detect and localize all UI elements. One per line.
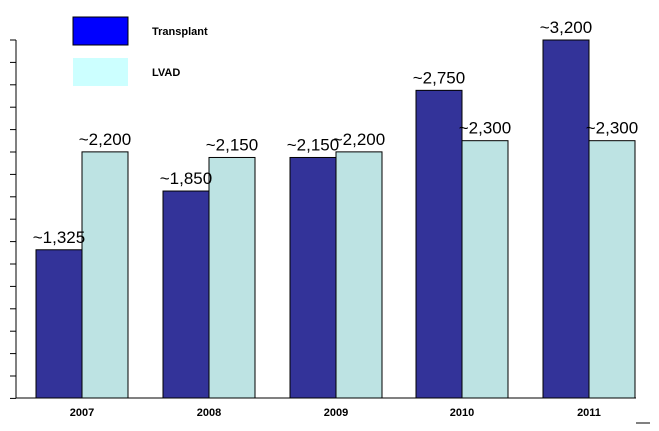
bar-transplant-2010 bbox=[415, 89, 463, 399]
bar-lvad-2008 bbox=[208, 156, 256, 399]
value-label-lvad-2010: ~2,300 bbox=[459, 119, 511, 138]
bar-lvad-2011 bbox=[588, 140, 636, 399]
x-tick-labels: 2007 2008 2009 2010 2011 bbox=[70, 407, 601, 419]
bar-lvad-2009 bbox=[335, 151, 383, 399]
x-tick-label-2011: 2011 bbox=[577, 407, 601, 419]
bar-lvad-2010 bbox=[461, 140, 509, 399]
value-label-transplant-2009: ~2,150 bbox=[287, 135, 339, 154]
legend-label-lvad: LVAD bbox=[152, 67, 180, 79]
x-tick-label-2010: 2010 bbox=[450, 407, 474, 419]
value-label-lvad-2007: ~2,200 bbox=[79, 130, 131, 149]
x-tick-label-2008: 2008 bbox=[197, 407, 221, 419]
value-label-transplant-2007: ~1,325 bbox=[33, 228, 85, 247]
value-label-transplant-2010: ~2,750 bbox=[413, 68, 465, 87]
value-label-lvad-2011: ~2,300 bbox=[586, 119, 638, 138]
bar-transplant-2007 bbox=[35, 249, 83, 399]
value-label-lvad-2008: ~2,150 bbox=[206, 135, 258, 154]
legend: Transplant LVAD bbox=[72, 16, 208, 86]
legend-swatch-lvad bbox=[73, 58, 128, 86]
bar-transplant-2009 bbox=[289, 156, 337, 399]
x-tick-label-2009: 2009 bbox=[324, 407, 348, 419]
bar-transplant-2011 bbox=[542, 39, 590, 399]
legend-swatch-transplant bbox=[72, 16, 129, 46]
bars bbox=[35, 39, 636, 399]
legend-label-transplant: Transplant bbox=[152, 26, 208, 38]
value-label-lvad-2009: ~2,200 bbox=[333, 130, 385, 149]
value-label-transplant-2011: ~3,200 bbox=[540, 18, 592, 37]
value-label-transplant-2008: ~1,850 bbox=[160, 169, 212, 188]
x-tick-label-2007: 2007 bbox=[70, 407, 94, 419]
bar-transplant-2008 bbox=[162, 190, 210, 399]
value-labels: ~1,325~2,200~1,850~2,150 ~2,150~2,200~2,7… bbox=[33, 18, 638, 247]
bar-lvad-2007 bbox=[81, 151, 129, 399]
